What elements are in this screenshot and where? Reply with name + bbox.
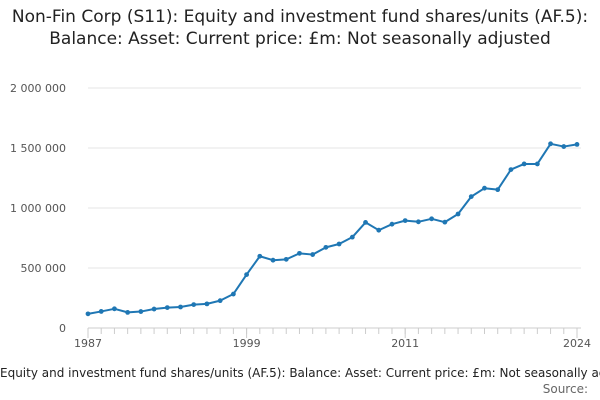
data-point <box>270 257 276 263</box>
data-point <box>561 144 567 149</box>
data-point <box>191 302 197 307</box>
data-point <box>138 309 144 314</box>
data-point <box>336 241 342 247</box>
data-point <box>376 227 382 233</box>
y-tick-label: 1 000 000 <box>10 202 66 215</box>
data-point <box>310 252 316 257</box>
x-tick-label: 2024 <box>563 337 591 350</box>
x-tick-label: 1987 <box>74 337 102 350</box>
y-tick-label: 0 <box>59 322 66 335</box>
y-tick-label: 500 000 <box>21 262 67 275</box>
data-point <box>257 253 263 259</box>
data-point <box>244 272 249 277</box>
data-point <box>230 291 236 297</box>
data-point <box>323 244 329 250</box>
data-point <box>349 234 355 240</box>
chart-title: Non-Fin Corp (S11): Equity and investmen… <box>11 7 589 49</box>
data-point <box>482 185 487 191</box>
data-point <box>495 187 501 193</box>
data-point <box>164 305 170 310</box>
data-point <box>363 220 368 225</box>
data-point <box>178 304 183 310</box>
gridlines <box>88 87 581 329</box>
data-point <box>297 250 302 256</box>
data-point <box>548 141 553 147</box>
data-point <box>416 219 421 225</box>
series <box>85 141 580 317</box>
data-point <box>429 216 435 222</box>
series-label: Equity and investment fund shares/units … <box>0 366 600 380</box>
x-axis: 1987 1999 2011 2024 <box>74 327 591 350</box>
data-point <box>151 306 157 312</box>
data-point <box>442 219 448 225</box>
data-point <box>85 311 91 317</box>
y-tick-label: 2 000 000 <box>10 82 66 95</box>
series-line <box>87 142 578 315</box>
data-point <box>521 161 527 167</box>
y-tick-label: 1 500 000 <box>10 142 66 155</box>
data-point <box>508 167 514 173</box>
data-point <box>402 218 408 224</box>
data-point <box>455 211 461 217</box>
x-tick-label: 1999 <box>233 337 261 350</box>
data-point <box>112 306 117 312</box>
data-point <box>217 298 223 304</box>
data-point <box>125 310 131 315</box>
data-point <box>574 142 580 147</box>
data-point <box>389 221 395 227</box>
source-label: Source: <box>542 382 588 396</box>
data-point <box>534 161 540 167</box>
data-point <box>204 301 210 307</box>
y-axis-ticks: 0 500 000 1 000 000 1 500 000 2 000 000 <box>10 82 66 335</box>
x-tick-label: 2011 <box>391 337 419 350</box>
data-point <box>283 256 289 262</box>
data-point <box>98 309 104 314</box>
data-point <box>468 194 474 200</box>
